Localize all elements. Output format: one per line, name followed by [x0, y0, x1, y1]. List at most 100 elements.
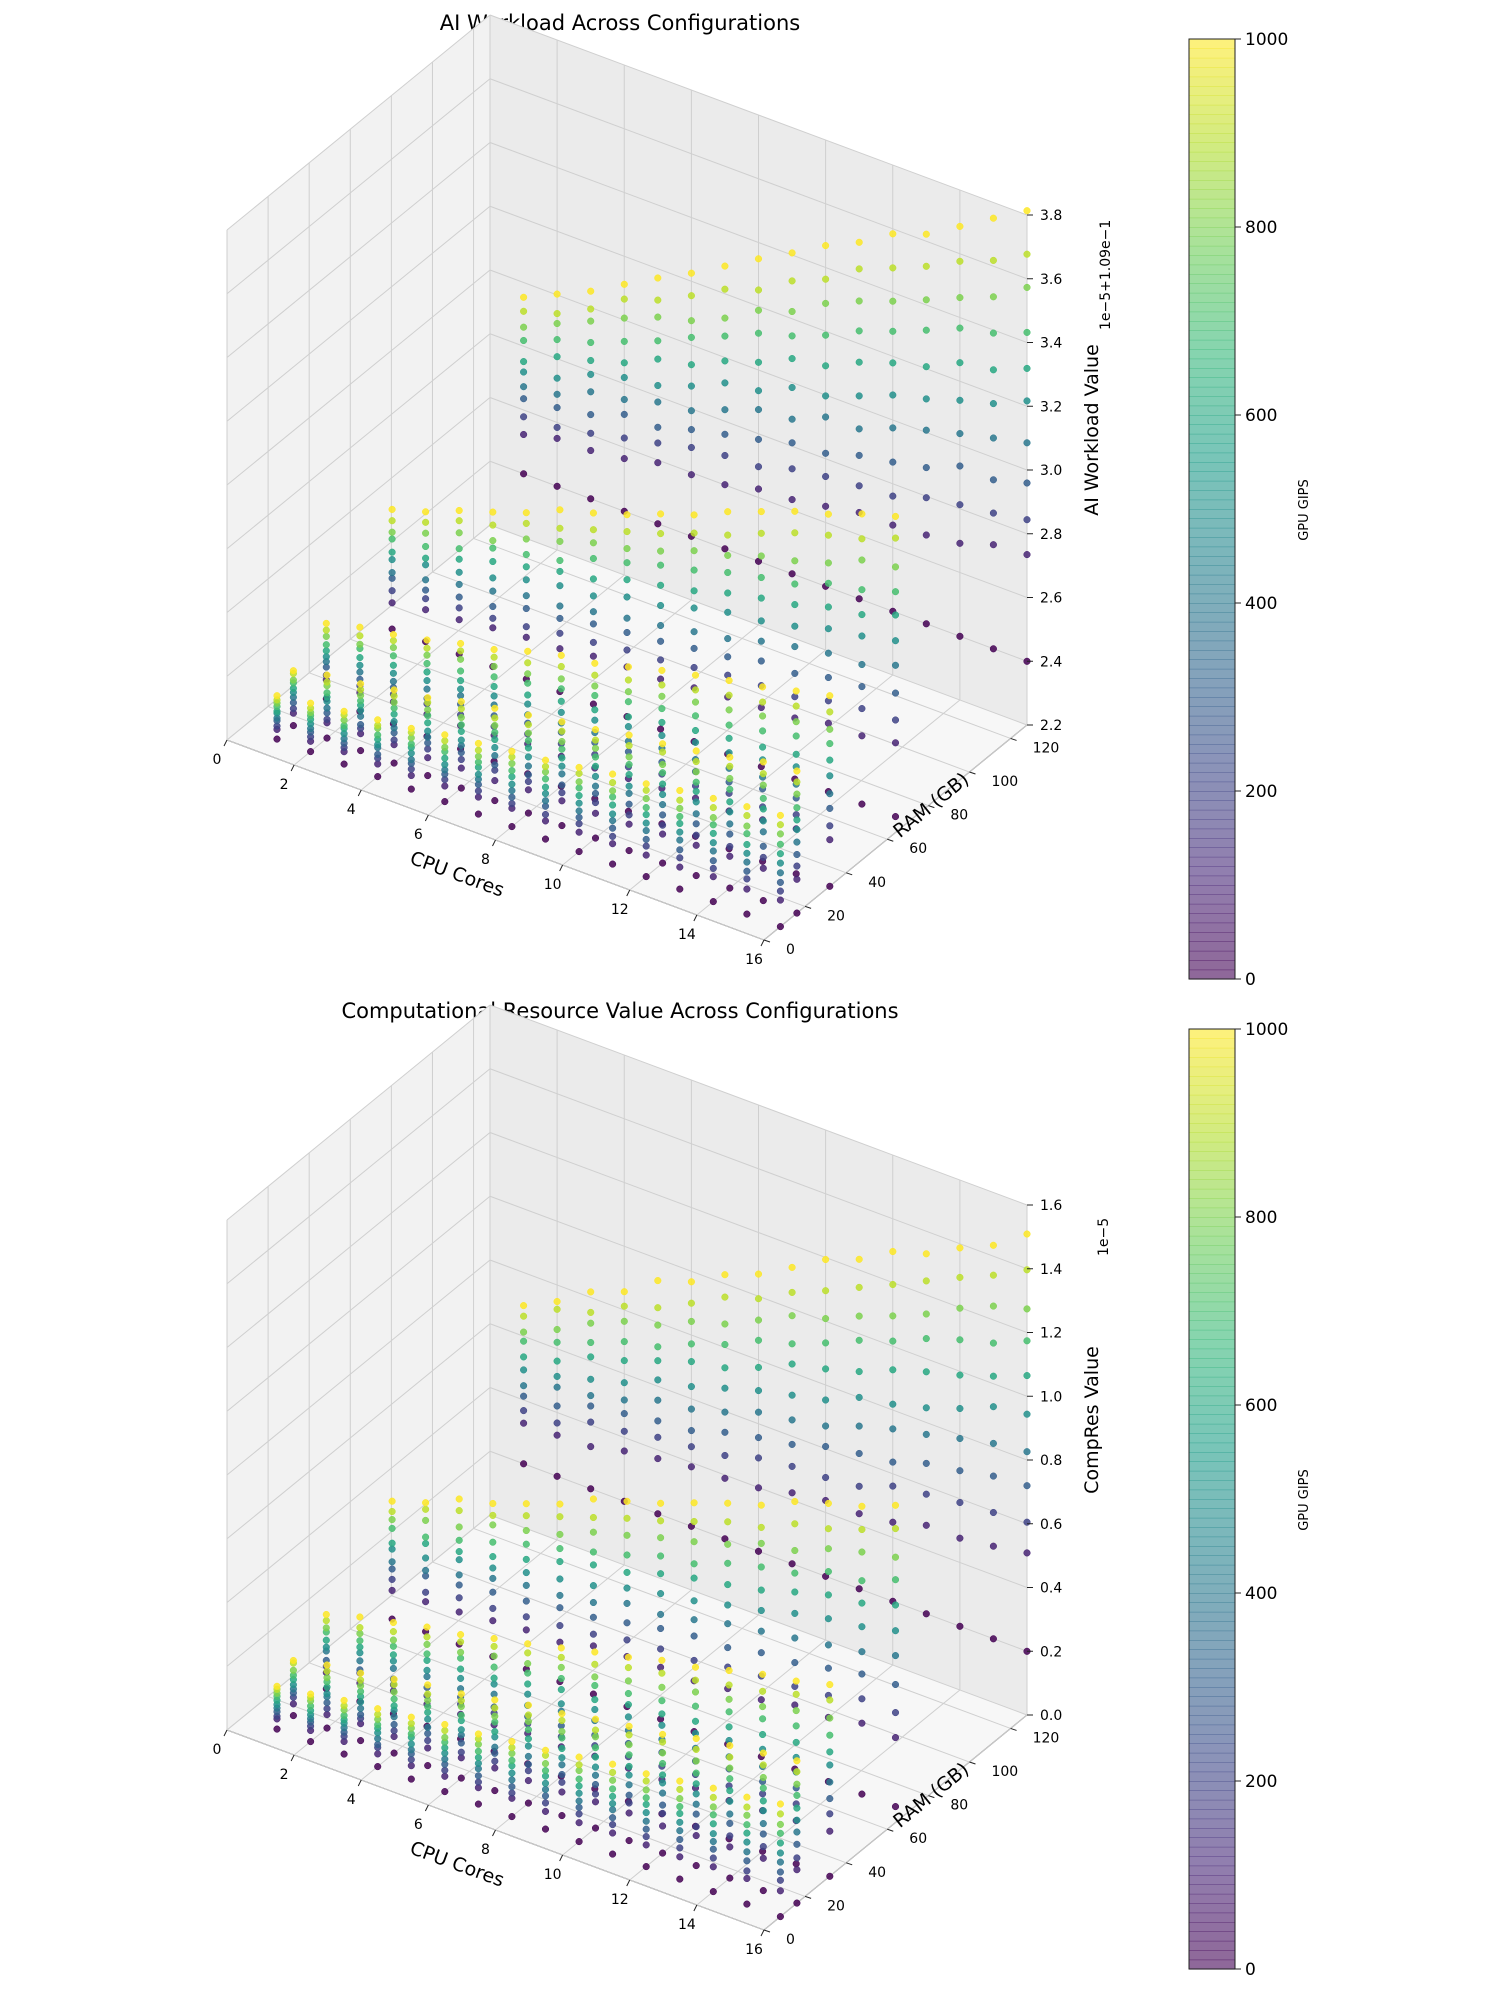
colorbar-segment — [1189, 734, 1235, 745]
data-point — [624, 698, 632, 706]
colorbar-segment — [1189, 1085, 1235, 1096]
colorbar-segment — [1189, 1395, 1235, 1406]
data-point — [457, 685, 465, 693]
z-axis-label: AI Workload Value — [1081, 344, 1103, 516]
data-point — [520, 1419, 528, 1427]
gridline-z — [226, 1387, 491, 1603]
data-point — [822, 1287, 830, 1295]
data-point — [709, 1820, 717, 1828]
data-point — [659, 811, 667, 819]
data-point — [721, 1451, 729, 1460]
data-point — [587, 429, 595, 437]
data-point — [726, 820, 734, 828]
data-point — [520, 1328, 528, 1336]
data-point — [457, 667, 465, 675]
data-point — [524, 1711, 532, 1719]
data-point — [659, 1809, 667, 1817]
data-point — [654, 1343, 662, 1351]
data-point — [709, 873, 717, 881]
data-point — [691, 1717, 700, 1725]
data-point — [726, 1843, 734, 1851]
data-point — [922, 1430, 930, 1438]
colorbar-segment — [1189, 1875, 1235, 1885]
data-point — [508, 793, 516, 801]
data-point — [776, 1839, 784, 1847]
data-point — [922, 531, 930, 539]
data-point — [855, 1368, 863, 1376]
data-point — [389, 1651, 397, 1659]
colorbar-segment — [1189, 462, 1235, 472]
colorbar-segment — [1189, 1188, 1235, 1199]
data-point — [609, 770, 617, 778]
data-point — [524, 1690, 532, 1698]
data-point — [455, 1594, 463, 1602]
x-tick-label: 0 — [213, 752, 222, 768]
data-point — [289, 1656, 297, 1665]
data-point — [709, 1845, 717, 1853]
data-point — [575, 799, 583, 807]
data-point — [826, 756, 834, 764]
colorbar-segment — [1189, 86, 1235, 96]
colorbar-tick-label: 400 — [1245, 1584, 1277, 1604]
data-point — [455, 604, 463, 612]
data-point — [687, 1427, 695, 1435]
data-point — [793, 804, 801, 812]
data-point — [654, 1277, 662, 1285]
data-point — [793, 1780, 801, 1788]
data-point — [522, 633, 530, 641]
gridline-z — [226, 1514, 491, 1731]
data-point — [489, 1604, 497, 1612]
data-point — [891, 1709, 900, 1717]
colorbar-segment — [1189, 875, 1235, 886]
colorbar-tick-label: 800 — [1245, 218, 1277, 238]
data-point — [620, 1317, 628, 1325]
colorbar-segment — [1189, 969, 1235, 980]
colorbar-segment — [1189, 838, 1235, 848]
data-point — [855, 595, 863, 603]
data-point — [654, 1376, 662, 1384]
colorbar-segment — [1189, 1423, 1235, 1434]
data-point — [858, 1695, 866, 1703]
data-point — [357, 1669, 365, 1677]
data-point — [357, 680, 365, 688]
data-point — [457, 655, 465, 663]
data-point — [726, 1810, 734, 1818]
data-point — [687, 317, 695, 325]
data-point — [642, 842, 650, 850]
data-point — [1023, 207, 1031, 215]
data-point — [658, 666, 666, 674]
data-point — [956, 1434, 964, 1443]
data-point — [676, 1818, 684, 1826]
data-point — [659, 1801, 667, 1809]
data-point — [491, 1757, 499, 1765]
data-point — [889, 1518, 897, 1526]
colorbar-segment — [1189, 57, 1235, 68]
colorbar-segment — [1189, 405, 1235, 416]
data-point — [424, 719, 432, 727]
data-point — [891, 1576, 900, 1584]
colorbar-segment — [1189, 941, 1235, 952]
data-point — [620, 1357, 628, 1365]
data-point — [553, 1325, 561, 1334]
data-point — [721, 357, 729, 365]
data-point — [792, 1722, 800, 1730]
data-point — [623, 593, 631, 601]
colorbar-segment — [1189, 1564, 1235, 1575]
data-point — [791, 669, 799, 677]
data-point — [322, 653, 330, 661]
data-point — [725, 1723, 733, 1731]
data-point — [822, 392, 830, 400]
data-point — [659, 790, 667, 799]
data-point — [407, 785, 415, 793]
data-point — [441, 782, 449, 790]
data-point — [524, 1660, 532, 1668]
data-point — [457, 1697, 465, 1705]
data-point — [441, 737, 449, 745]
data-point — [759, 794, 767, 802]
data-point — [541, 783, 550, 791]
data-point — [757, 1627, 765, 1635]
data-point — [441, 760, 449, 769]
data-point — [826, 1714, 834, 1722]
z-tick-label: 1.2 — [1040, 1326, 1062, 1342]
